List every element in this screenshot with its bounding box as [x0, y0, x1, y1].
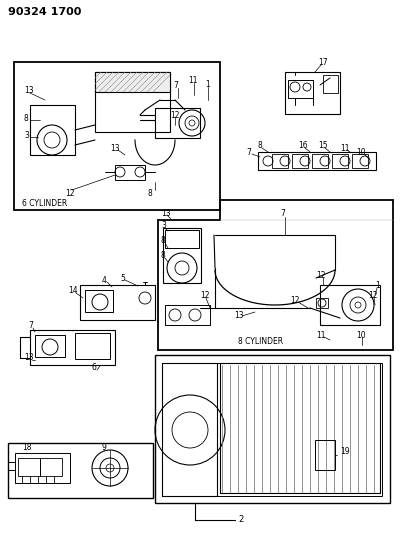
Text: 7: 7 — [245, 148, 250, 157]
Bar — [315, 298, 327, 308]
Text: 11: 11 — [188, 76, 197, 85]
Bar — [155, 355, 389, 503]
Bar — [164, 305, 209, 325]
Bar — [162, 228, 200, 283]
Bar — [319, 285, 379, 325]
Text: 10: 10 — [355, 330, 365, 340]
Bar — [331, 154, 347, 168]
Text: 12: 12 — [170, 110, 179, 119]
Text: 13: 13 — [110, 143, 119, 152]
Text: 3: 3 — [160, 221, 166, 230]
Bar — [95, 72, 170, 132]
Text: 8: 8 — [160, 236, 165, 245]
Text: 8 CYLINDER: 8 CYLINDER — [237, 337, 282, 346]
Text: 12: 12 — [367, 290, 377, 300]
Text: 9: 9 — [102, 442, 107, 451]
Bar — [271, 154, 287, 168]
Bar — [322, 75, 337, 93]
Text: 19: 19 — [339, 448, 349, 456]
Bar — [85, 290, 113, 312]
Bar — [164, 230, 198, 248]
Text: 1: 1 — [205, 79, 209, 88]
Bar — [14, 62, 219, 210]
Bar — [30, 105, 75, 155]
Text: 12: 12 — [289, 295, 299, 304]
Bar — [314, 440, 334, 470]
Bar — [351, 154, 367, 168]
Text: 18: 18 — [22, 442, 31, 451]
Bar — [219, 363, 379, 493]
Bar — [8, 443, 153, 498]
Text: 12: 12 — [315, 271, 325, 279]
Text: 6: 6 — [92, 364, 97, 373]
Text: 7: 7 — [172, 80, 177, 90]
Bar — [80, 285, 155, 320]
Text: 1: 1 — [374, 280, 379, 289]
Bar — [257, 152, 375, 170]
Bar — [162, 363, 217, 496]
Bar — [291, 154, 307, 168]
Bar — [18, 458, 40, 476]
Text: 7: 7 — [279, 208, 284, 217]
Text: 13: 13 — [233, 311, 243, 319]
Bar — [284, 72, 339, 114]
Text: 3: 3 — [24, 131, 29, 140]
Text: 8: 8 — [24, 114, 29, 123]
Text: 15: 15 — [317, 141, 327, 149]
Text: 13: 13 — [160, 208, 170, 217]
Text: 10: 10 — [355, 148, 365, 157]
Text: 8: 8 — [257, 141, 262, 149]
Bar — [311, 154, 327, 168]
Text: 2: 2 — [237, 515, 243, 524]
Bar — [40, 458, 62, 476]
Text: 11: 11 — [339, 143, 348, 152]
Bar — [95, 72, 170, 92]
Bar — [30, 330, 115, 365]
Bar — [287, 80, 312, 98]
Bar — [155, 108, 200, 138]
Bar — [35, 335, 65, 357]
Text: 17: 17 — [317, 58, 327, 67]
Text: 8: 8 — [148, 189, 152, 198]
Bar — [15, 453, 70, 483]
Text: 16: 16 — [297, 141, 307, 149]
Text: 13: 13 — [24, 353, 34, 362]
Text: 6 CYLINDER: 6 CYLINDER — [22, 198, 67, 207]
Bar — [115, 165, 145, 180]
Text: 11: 11 — [315, 330, 325, 340]
Text: 7: 7 — [28, 320, 33, 329]
Text: 8: 8 — [160, 251, 165, 260]
Text: 90324 1700: 90324 1700 — [8, 7, 81, 17]
Text: 14: 14 — [68, 286, 77, 295]
Text: 13: 13 — [24, 85, 34, 94]
Text: 12: 12 — [200, 290, 209, 300]
Text: 5: 5 — [120, 273, 125, 282]
Bar — [162, 363, 381, 496]
Text: 12: 12 — [65, 189, 74, 198]
Text: 4: 4 — [102, 276, 107, 285]
Bar — [75, 333, 110, 359]
